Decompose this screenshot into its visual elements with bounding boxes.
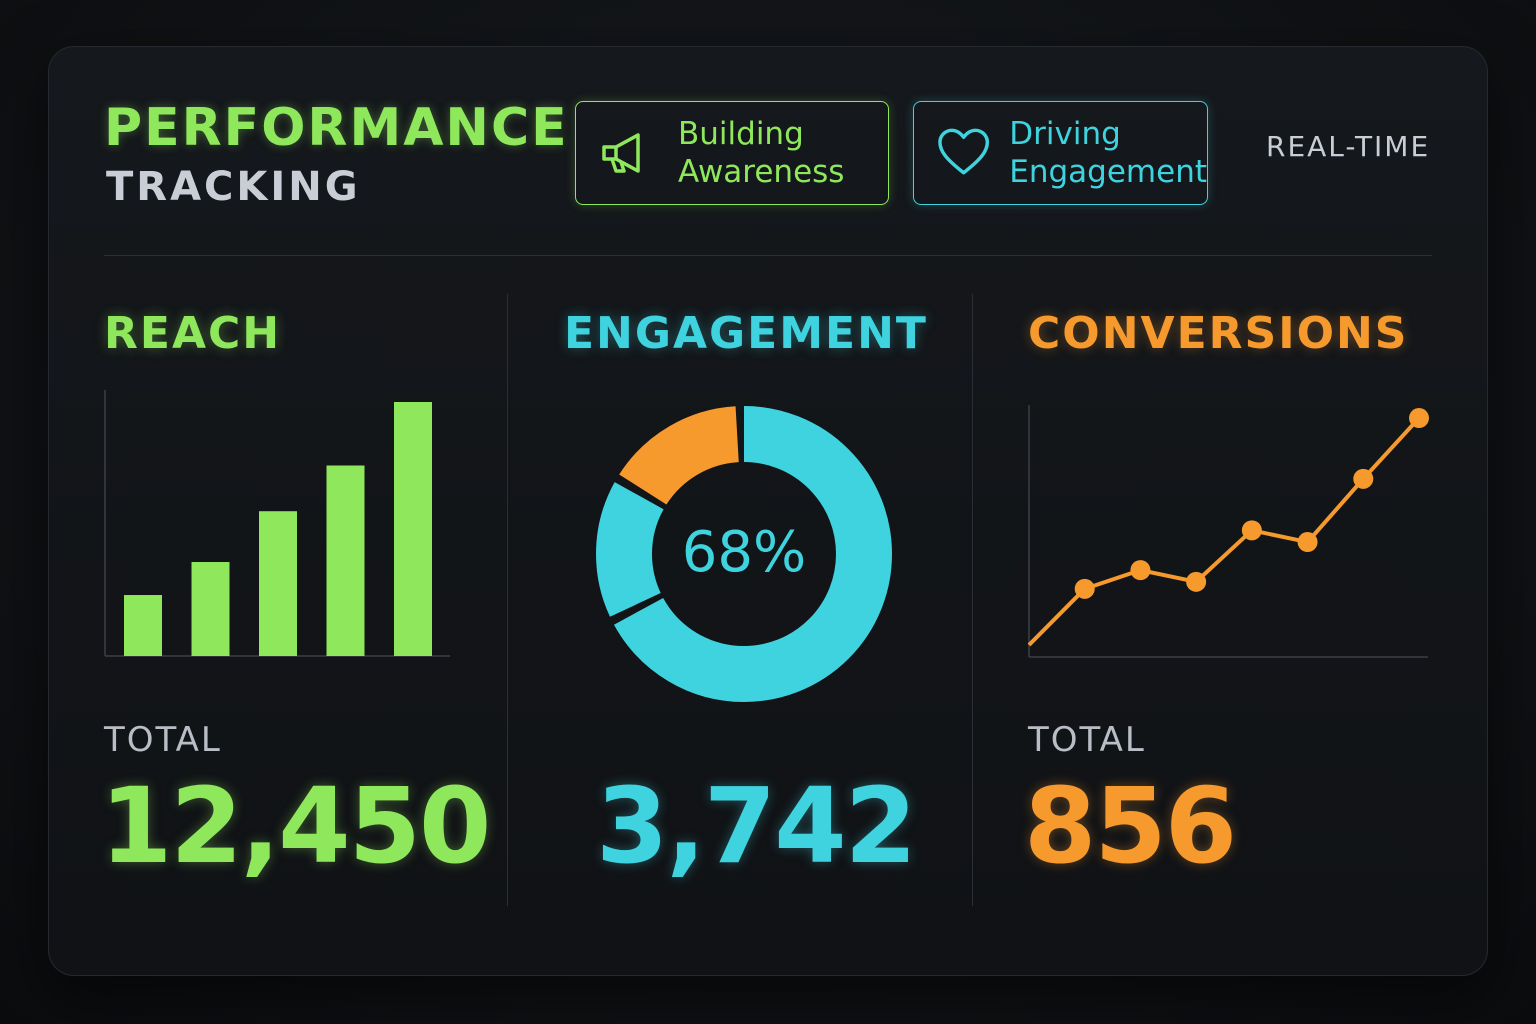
conversions-point bbox=[1130, 560, 1151, 581]
conversions-point bbox=[1186, 571, 1207, 592]
conversions-title: CONVERSIONS bbox=[1028, 308, 1409, 359]
conversions-point bbox=[1409, 408, 1429, 429]
conversions-point bbox=[1074, 578, 1095, 599]
reach-title: REACH bbox=[104, 308, 282, 359]
pill-label-line: Building bbox=[678, 116, 804, 152]
realtime-status: REAL-TIME bbox=[1266, 130, 1431, 163]
column-divider bbox=[507, 294, 508, 906]
column-divider bbox=[972, 294, 973, 906]
driving-engagement-label: Driving Engagement bbox=[1009, 115, 1207, 191]
building-awareness-button[interactable]: Building Awareness bbox=[575, 101, 889, 205]
heart-icon bbox=[938, 128, 990, 175]
engagement-donut-chart bbox=[596, 406, 892, 702]
conversions-point bbox=[1353, 468, 1374, 489]
reach-bar bbox=[124, 595, 162, 656]
page-title: PERFORMANCE bbox=[104, 98, 569, 158]
reach-bar bbox=[394, 402, 432, 656]
reach-bar bbox=[191, 562, 230, 656]
pill-label-line: Driving bbox=[1009, 116, 1121, 152]
reach-bar bbox=[326, 465, 365, 656]
pill-label-line: Engagement bbox=[1009, 154, 1207, 190]
conversions-point bbox=[1297, 532, 1318, 553]
reach-total-value: 12,450 bbox=[100, 765, 491, 887]
engagement-total-value: 3,742 bbox=[596, 765, 917, 887]
engagement-percent: 68% bbox=[681, 520, 807, 585]
conversions-total-label: TOTAL bbox=[1028, 720, 1146, 760]
conversions-point bbox=[1241, 520, 1262, 541]
pill-label-line: Awareness bbox=[678, 154, 845, 190]
page-subtitle: TRACKING bbox=[106, 164, 361, 210]
donut-slice bbox=[596, 406, 892, 702]
reach-bar bbox=[259, 511, 297, 656]
conversions-series-line bbox=[1027, 416, 1421, 647]
driving-engagement-button[interactable]: Driving Engagement bbox=[913, 101, 1208, 205]
megaphone-icon bbox=[602, 133, 640, 173]
reach-bar-chart bbox=[104, 390, 450, 657]
conversions-line-chart bbox=[1027, 405, 1429, 658]
conversions-total-value: 856 bbox=[1024, 765, 1237, 887]
header-divider bbox=[104, 255, 1432, 256]
engagement-title: ENGAGEMENT bbox=[564, 308, 928, 359]
dashboard-card bbox=[48, 46, 1488, 976]
donut-slice bbox=[596, 406, 892, 702]
reach-total-label: TOTAL bbox=[104, 720, 222, 760]
building-awareness-label: Building Awareness bbox=[678, 115, 844, 191]
